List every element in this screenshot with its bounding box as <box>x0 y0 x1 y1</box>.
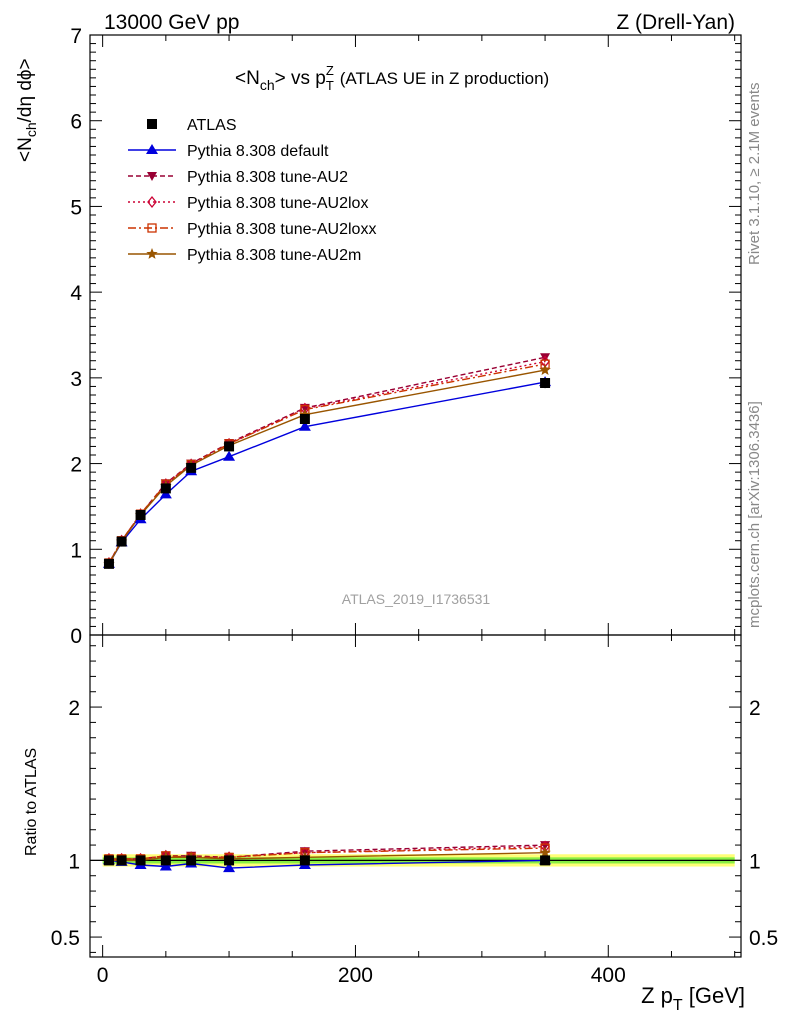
y-tick-label: 6 <box>70 111 82 134</box>
legend-marker-au2loxx <box>147 223 157 233</box>
point-atlas <box>116 855 127 866</box>
y-tick-label: 4 <box>70 282 82 305</box>
series-line-au2 <box>108 356 546 564</box>
y-tick-label-right: 0.5 <box>749 927 778 950</box>
legend-marker-au2m <box>146 248 158 259</box>
y-tick-label: 1 <box>70 539 82 562</box>
y-tick-label: 1 <box>68 850 80 873</box>
legend-label-atlas: ATLAS <box>187 117 237 134</box>
series-line-default <box>108 381 546 565</box>
point-atlas <box>540 855 551 866</box>
x-axis-label: Z pT [GeV] <box>641 983 745 1014</box>
main-panel: 0 1 2 3 4 5 6 7 <box>70 25 742 648</box>
legend-marker-au2 <box>147 172 157 181</box>
y-tick-label: 5 <box>70 196 82 219</box>
series-line-au2loxx <box>108 363 546 564</box>
point-default <box>298 420 311 431</box>
legend-marker-default <box>146 144 158 154</box>
ratio-panel: 0.5 0.5 1 1 2 2 0 200 400 <box>51 634 778 987</box>
legend-marker-atlas <box>147 119 157 129</box>
rivet-version-label: Rivet 3.1.10, ≥ 2.1M events <box>746 83 763 266</box>
point-au2m <box>539 364 551 375</box>
y-tick-label: 2 <box>68 697 80 720</box>
mcplots-label: mcplots.cern.ch [arXiv:1306.3436] <box>746 401 763 628</box>
y-tick-label: 0.5 <box>51 927 80 950</box>
ratio-y-axis-label: Ratio to ATLAS <box>23 748 40 856</box>
point-default <box>223 450 236 461</box>
x-tick-label: 0 <box>97 964 109 987</box>
point-atlas <box>186 855 197 866</box>
point-au2 <box>540 353 551 363</box>
legend-marker-au2lox <box>147 195 157 209</box>
point-default <box>223 862 236 873</box>
y-tick-label: 7 <box>70 25 82 48</box>
point-atlas <box>299 414 310 424</box>
point-atlas <box>299 855 310 866</box>
y-axis-label: <Nch/dη dϕ> <box>15 58 39 162</box>
point-atlas <box>186 462 197 473</box>
y-tick-label-right: 1 <box>749 850 761 873</box>
point-atlas <box>135 510 146 520</box>
x-tick-label: 200 <box>338 964 373 987</box>
series-line-au2loxx <box>109 847 546 860</box>
point-atlas <box>160 483 171 494</box>
point-au2 <box>540 841 551 851</box>
legend-label-default: Pythia 8.308 default <box>187 143 329 160</box>
point-atlas <box>540 378 551 388</box>
point-atlas <box>224 855 235 866</box>
point-atlas <box>103 558 114 569</box>
point-atlas <box>135 855 146 866</box>
series-line-au2lox <box>108 360 546 564</box>
y-tick-label-right: 2 <box>749 697 761 720</box>
legend-label-au2lox: Pythia 8.308 tune-AU2lox <box>187 195 368 212</box>
y-tick-label: 0 <box>70 625 82 648</box>
legend-label-au2loxx: Pythia 8.308 tune-AU2loxx <box>187 221 376 238</box>
y-tick-label: 2 <box>70 454 82 477</box>
legend-label-au2m: Pythia 8.308 tune-AU2m <box>187 247 361 264</box>
point-default <box>159 860 172 871</box>
header-right: Z (Drell-Yan) <box>616 11 735 34</box>
header-left: 13000 GeV pp <box>104 11 239 34</box>
point-atlas <box>116 536 127 547</box>
legend: ATLAS Pythia 8.308 default Pythia 8.308 tu… <box>128 117 376 264</box>
point-atlas <box>160 855 171 866</box>
x-tick-label: 400 <box>591 964 626 987</box>
point-atlas <box>103 855 114 866</box>
legend-label-au2: Pythia 8.308 tune-AU2 <box>187 169 348 186</box>
point-atlas <box>224 441 235 452</box>
series-line-au2m <box>108 369 546 565</box>
point-au2m <box>539 846 551 858</box>
watermark: ATLAS_2019_I1736531 <box>342 591 491 607</box>
y-tick-label: 3 <box>70 368 82 391</box>
main-title: <Nch> vs pZ T (ATLAS UE in Z production) <box>235 63 549 93</box>
ratio-frame <box>89 634 742 958</box>
